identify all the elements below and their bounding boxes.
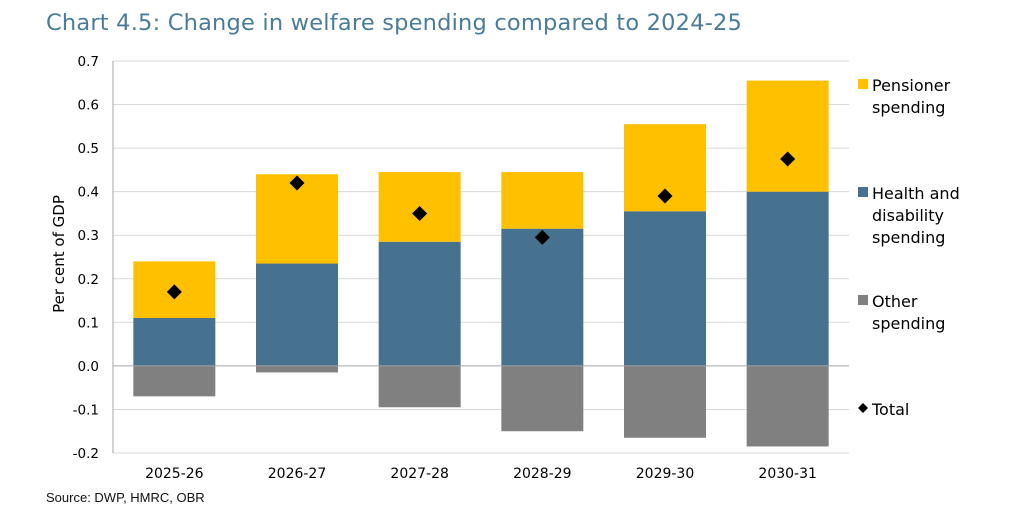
legend-swatch (858, 187, 868, 197)
legend-label: disability (872, 206, 944, 225)
bar-other (624, 365, 706, 438)
total-marker (412, 205, 428, 221)
x-tick-label: 2027-28 (390, 466, 449, 482)
y-tick-label: 0.0 (78, 359, 99, 375)
legend-label: Pensioner (872, 76, 951, 95)
x-tick-label: 2029-30 (636, 466, 695, 482)
total-marker (534, 229, 550, 245)
y-tick-label: 0.5 (78, 141, 99, 157)
bar-health-and-disability (746, 191, 829, 366)
legend-swatch (858, 295, 868, 305)
y-tick-label: 0.1 (78, 315, 99, 331)
legend-label: Other (872, 292, 918, 311)
y-tick-label: 0.3 (78, 228, 99, 244)
total-marker (780, 151, 796, 167)
bar-pensioner (746, 80, 829, 192)
bar-health-and-disability (501, 228, 584, 366)
y-tick-label: 0.2 (78, 272, 99, 288)
legend-label: spending (872, 98, 945, 117)
bar-health-and-disability (624, 211, 706, 366)
bar-other (133, 365, 216, 397)
legend-swatch (858, 79, 868, 89)
y-tick-label: 0.7 (78, 54, 99, 70)
chart-title: Chart 4.5: Change in welfare spending co… (46, 10, 743, 36)
legend-label: spending (872, 228, 945, 247)
total-marker (657, 188, 673, 204)
source-note: Source: DWP, HMRC, OBR (46, 490, 205, 505)
legend-swatch (858, 403, 868, 413)
legend-label: Total (871, 400, 909, 419)
x-tick-label: 2025-26 (145, 466, 204, 482)
legend-label: Health and (872, 184, 960, 203)
bar-health-and-disability (378, 241, 461, 366)
y-tick-label: 0.4 (78, 185, 99, 201)
y-tick-label: -0.1 (73, 402, 99, 418)
bar-other (378, 365, 461, 408)
x-tick-label: 2028-29 (513, 466, 572, 482)
y-tick-label: -0.2 (73, 446, 99, 462)
bar-other (256, 365, 338, 373)
y-axis-label: Per cent of GDP (50, 195, 68, 313)
x-tick-label: 2026-27 (268, 466, 327, 482)
x-tick-label: 2030-31 (758, 466, 817, 482)
bar-pensioner (501, 172, 584, 229)
bar-other (746, 365, 829, 447)
bar-health-and-disability (133, 317, 216, 366)
bar-health-and-disability (256, 263, 338, 366)
legend-label: spending (872, 314, 945, 333)
total-marker (289, 175, 305, 191)
total-marker (166, 284, 182, 300)
y-tick-label: 0.6 (78, 98, 99, 114)
bar-other (501, 365, 584, 432)
